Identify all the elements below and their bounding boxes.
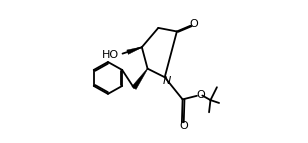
Text: O: O <box>196 90 205 100</box>
Text: HO: HO <box>102 50 119 60</box>
Text: O: O <box>190 19 198 29</box>
Polygon shape <box>127 47 142 54</box>
Text: O: O <box>179 121 188 131</box>
Polygon shape <box>132 68 148 89</box>
Text: N: N <box>163 76 171 86</box>
